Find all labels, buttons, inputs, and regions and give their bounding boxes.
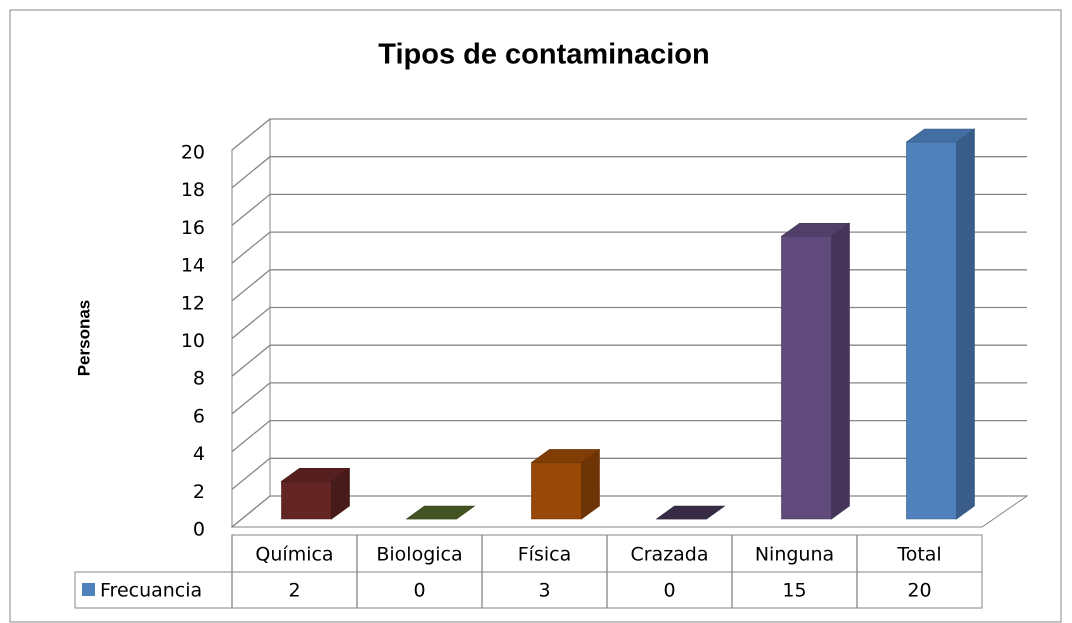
grid-line bbox=[231, 193, 1027, 226]
bar bbox=[280, 467, 351, 520]
y-tick-label: 2 bbox=[193, 481, 205, 503]
legend-label: Frecuancia bbox=[100, 580, 202, 602]
bar bbox=[405, 505, 476, 520]
bar-front bbox=[281, 480, 332, 520]
bar-top bbox=[655, 505, 726, 520]
bar-top bbox=[780, 222, 851, 237]
table-value-row bbox=[74, 571, 983, 609]
chart-frame bbox=[9, 9, 1062, 623]
x-tick-label: Química bbox=[255, 544, 333, 566]
bar-top bbox=[405, 505, 476, 520]
grid-line bbox=[231, 156, 1027, 189]
x-tick-label: Física bbox=[518, 544, 571, 566]
grid-line bbox=[231, 118, 1027, 151]
bar bbox=[655, 505, 726, 520]
grid-line bbox=[231, 495, 1027, 528]
bar-front bbox=[906, 141, 957, 520]
table-value: 2 bbox=[288, 580, 300, 602]
grid-line bbox=[231, 457, 1027, 490]
table-value: 0 bbox=[663, 580, 675, 602]
y-tick-label: 0 bbox=[193, 519, 205, 541]
bar bbox=[780, 222, 851, 520]
bar-top bbox=[905, 128, 976, 143]
table-value: 0 bbox=[413, 580, 425, 602]
bar-side bbox=[956, 128, 975, 520]
y-tick-label: 16 bbox=[181, 217, 205, 239]
y-axis-label: Personas bbox=[74, 300, 93, 377]
grid-line bbox=[231, 419, 1027, 453]
bar-front bbox=[781, 235, 832, 520]
bar-side bbox=[831, 222, 850, 520]
bar bbox=[905, 128, 976, 520]
chart-title: Tipos de contaminacion bbox=[378, 39, 709, 71]
y-tick-label: 20 bbox=[181, 142, 205, 164]
table-value: 20 bbox=[907, 580, 931, 602]
y-tick-label: 18 bbox=[181, 179, 205, 201]
grid-line bbox=[231, 382, 1027, 415]
grid-line bbox=[231, 306, 1027, 340]
bar-top bbox=[530, 449, 601, 463]
y-tick-label: 6 bbox=[193, 405, 205, 427]
y-tick-label: 4 bbox=[193, 443, 205, 465]
y-tick-label: 14 bbox=[181, 255, 205, 277]
bar-top bbox=[280, 467, 351, 482]
bar-front bbox=[531, 462, 582, 520]
x-tick-label: Total bbox=[896, 544, 941, 566]
y-tick-label: 12 bbox=[181, 292, 205, 314]
table-value: 3 bbox=[538, 580, 550, 602]
grid-line bbox=[231, 344, 1027, 377]
grid-line bbox=[231, 231, 1027, 264]
grid-line bbox=[231, 269, 1027, 302]
x-tick-label: Crazada bbox=[630, 544, 708, 566]
y-tick-label: 8 bbox=[193, 368, 205, 390]
legend-key bbox=[82, 583, 95, 596]
table-value: 15 bbox=[782, 580, 806, 602]
x-tick-label: Ninguna bbox=[755, 544, 834, 566]
y-tick-label: 10 bbox=[181, 330, 205, 352]
x-tick-label: Biologica bbox=[376, 544, 462, 566]
bar bbox=[530, 448, 601, 520]
